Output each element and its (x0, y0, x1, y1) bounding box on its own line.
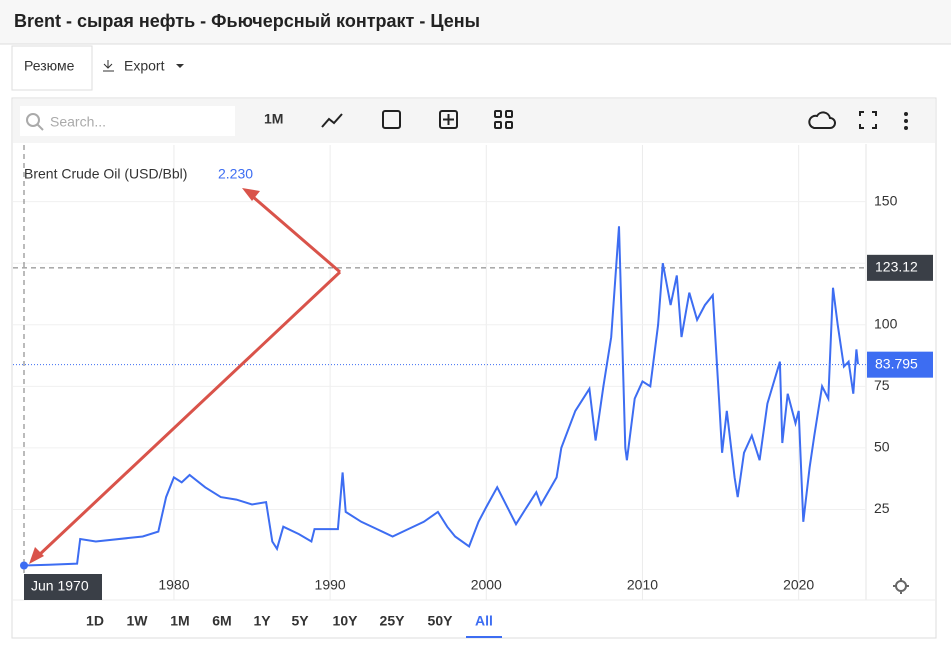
y-tick-label: 150 (874, 192, 898, 208)
calendar-icon[interactable] (382, 110, 401, 129)
compare-icon[interactable] (439, 110, 458, 129)
price-line (23, 226, 859, 567)
crosshair-box (867, 254, 933, 281)
x-tick-label: 1980 (158, 577, 189, 593)
cursor-point (20, 561, 28, 570)
fullscreen-icon[interactable] (859, 111, 877, 129)
cursor-date-box (24, 574, 102, 600)
x-tick-label: 2010 (627, 577, 658, 593)
range-button[interactable]: All (475, 613, 493, 629)
search-placeholder[interactable]: Search... (50, 114, 106, 130)
export-icon (103, 60, 114, 72)
y-tick-label: 50 (874, 439, 890, 455)
legend-value: 2.230 (218, 166, 253, 182)
last-value-label: 83.795 (875, 355, 918, 371)
interval-button[interactable]: 1M (264, 111, 283, 127)
range-button[interactable]: 25Y (380, 613, 406, 629)
tab[interactable]: Export (124, 58, 165, 74)
y-tick-label: 100 (874, 315, 898, 331)
range-button[interactable]: 1D (86, 613, 104, 629)
last-value-box (867, 351, 933, 378)
page-title: Brent - сырая нефть - Фьючерсный контрак… (14, 11, 480, 31)
search-box[interactable] (20, 106, 235, 136)
legend-label: Brent Crude Oil (USD/Bbl) (24, 166, 187, 182)
settings-icon[interactable] (893, 578, 909, 594)
search-icon (36, 123, 44, 131)
range-button[interactable]: 1M (170, 613, 189, 629)
x-tick-label: 2000 (471, 577, 502, 593)
indicators-icon[interactable] (494, 110, 513, 129)
range-button[interactable]: 1Y (253, 613, 271, 629)
more-icon[interactable] (904, 112, 908, 130)
x-tick-label: 1990 (315, 577, 346, 593)
download-icon[interactable] (808, 111, 836, 129)
y-tick-label: 25 (874, 500, 890, 516)
search-icon (26, 113, 40, 127)
chart-type-icon[interactable] (321, 113, 343, 128)
tab[interactable]: Резюме (24, 58, 75, 74)
header-bar (0, 0, 951, 44)
chart-frame (11, 97, 937, 639)
range-button[interactable]: 50Y (428, 613, 454, 629)
range-button[interactable]: 10Y (333, 613, 359, 629)
dropdown-arrow (176, 64, 184, 68)
annotation-arrows (29, 188, 342, 564)
compare-icon (443, 114, 454, 125)
range-button[interactable]: 6M (212, 613, 231, 629)
x-tick-label: 2020 (783, 577, 814, 593)
range-button[interactable]: 5Y (291, 613, 309, 629)
cursor-date-label: Jun 1970 (31, 578, 89, 594)
y-tick-label: 75 (874, 377, 890, 393)
crosshair-label: 123.12 (875, 259, 918, 275)
tab-active[interactable] (11, 45, 93, 91)
range-button[interactable]: 1W (127, 613, 149, 629)
